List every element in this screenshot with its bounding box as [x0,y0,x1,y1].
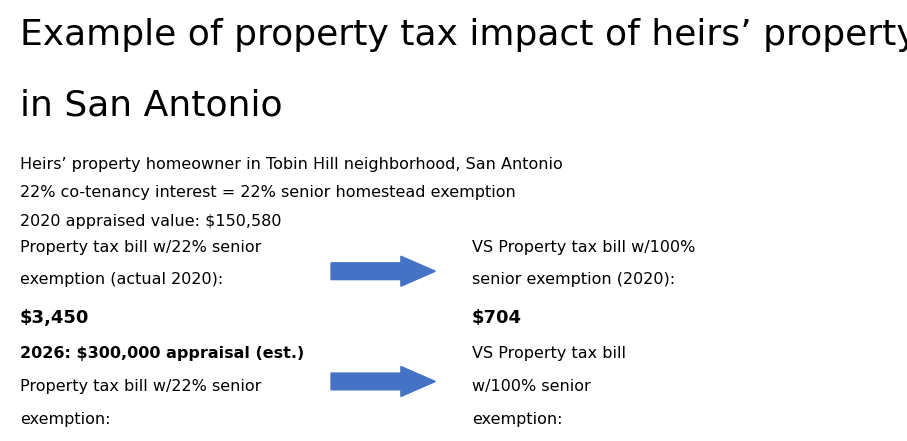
Text: Heirs’ property homeowner in Tobin Hill neighborhood, San Antonio: Heirs’ property homeowner in Tobin Hill … [20,157,562,172]
Text: 2026: $300,000 appraisal (est.): 2026: $300,000 appraisal (est.) [20,346,304,361]
Text: 22% co-tenancy interest = 22% senior homestead exemption: 22% co-tenancy interest = 22% senior hom… [20,185,516,200]
Text: VS Property tax bill w/100%: VS Property tax bill w/100% [472,240,695,255]
Text: 2020 appraised value: $150,580: 2020 appraised value: $150,580 [20,214,281,229]
Text: VS Property tax bill: VS Property tax bill [472,346,626,361]
Text: exemption:: exemption: [20,412,111,427]
Text: $3,450: $3,450 [20,309,89,327]
Text: exemption (actual 2020):: exemption (actual 2020): [20,272,223,287]
Text: exemption:: exemption: [472,412,562,427]
Text: in San Antonio: in San Antonio [20,88,283,122]
Text: w/100% senior: w/100% senior [472,379,590,394]
Text: Property tax bill w/22% senior: Property tax bill w/22% senior [20,240,261,255]
FancyArrow shape [331,366,435,396]
FancyArrow shape [331,256,435,286]
Text: Example of property tax impact of heirs’ property: Example of property tax impact of heirs’… [20,18,907,52]
Text: $704: $704 [472,309,522,327]
Text: senior exemption (2020):: senior exemption (2020): [472,272,675,287]
Text: Property tax bill w/22% senior: Property tax bill w/22% senior [20,379,261,394]
